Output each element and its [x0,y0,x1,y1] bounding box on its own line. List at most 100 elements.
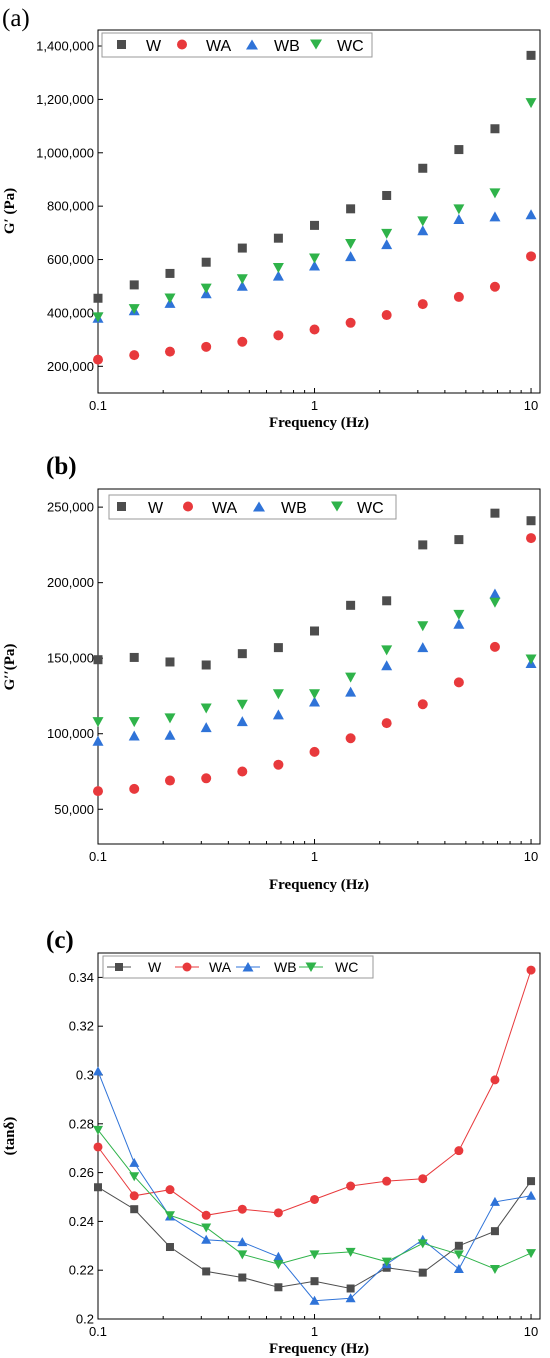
point-wb-a-10 [453,214,465,225]
point-wc-b-9 [417,621,429,632]
point-wc-b-1 [128,717,140,728]
legend-label-w-b: W [148,500,164,517]
point-w-b-7 [346,600,356,610]
panel-c: (c) 0.2 0.22 0.24 0.26 0.28 0.3 0.32 0.34 0.1 1 10… [2,927,541,1357]
point-wa-b-5 [273,759,284,770]
x-axis-label-a: Frequency (Hz) [269,415,369,431]
point-wb-a-6 [309,260,321,271]
plot-frame-c [97,952,541,1320]
point-w-a-11 [490,124,500,134]
legend-label-w-c: W [148,959,162,975]
point-w-c-9 [418,1268,427,1277]
point-wb-c-10 [453,1263,464,1273]
point-wa-a-8 [381,310,392,321]
series-line-wa-c [97,969,532,1216]
x-tick-label-a-0: 0.1 [89,398,107,413]
point-wa-a-10 [453,291,464,302]
point-wb-b-1 [128,730,140,741]
point-wa-b-8 [381,718,392,729]
plot-frame-a [97,29,541,394]
point-wc-a-10 [453,204,465,215]
point-wc-b-7 [345,672,357,683]
point-wa-c-6 [310,1194,320,1204]
point-wc-b-12 [525,654,537,665]
panel-a: (a) 200,000 400,000 600,000 800,000 1,000,00… [2,5,541,431]
y-tick-label-c-6: 0.32 [69,1019,94,1034]
panel-c-label: (c) [46,927,74,954]
point-w-a-0 [93,293,103,303]
y-tick-label-c-1: 0.22 [69,1263,94,1278]
point-wa-c-12 [526,965,536,975]
point-wc-a-2 [164,293,176,304]
point-wa-b-10 [453,677,464,688]
point-w-b-8 [382,596,392,606]
x-tick-label-c-0: 0.1 [89,1324,107,1339]
point-wb-c-12 [526,1190,537,1200]
point-wa-a-1 [129,350,140,361]
point-w-a-1 [129,280,139,290]
point-wa-c-5 [273,1208,283,1218]
point-wb-b-10 [453,618,465,629]
point-wc-b-3 [200,703,212,714]
y-tick-label-c-5: 0.3 [76,1068,94,1083]
y-tick-label-c-7: 0.34 [69,970,94,985]
panel-b: (b) 50,000 100,000 150,000 200,000 250,000 0.… [2,453,541,893]
point-w-b-12 [526,516,536,526]
x-tick-label-b-1: 1 [311,849,318,864]
legend-marker-wa-b [183,501,193,512]
y-tick-label-a-1: 400,000 [47,305,94,320]
series-line-wb-c [97,1071,532,1302]
x-tick-label-c-1: 1 [311,1324,318,1339]
legend-label-wa-a: WA [206,38,232,55]
point-wc-b-6 [309,689,321,700]
point-wc-c-0 [93,1125,103,1135]
legend-label-wa-c: WA [209,959,232,975]
legend-marker-w-b [117,502,126,511]
point-wc-b-0 [92,717,104,728]
point-wc-c-2 [164,1211,175,1221]
legend-b: W WA WB WC [108,494,397,520]
point-wa-b-3 [201,773,212,784]
point-w-a-8 [382,190,392,200]
point-wa-b-0 [93,786,103,797]
panel-b-label: (b) [46,453,77,480]
point-wa-a-5 [273,330,284,341]
y-tick-label-a-4: 1,000,000 [36,145,94,160]
point-wc-c-3 [201,1223,212,1233]
point-wb-a-11 [489,211,501,222]
point-wa-b-6 [309,746,320,757]
point-w-c-7 [346,1284,355,1293]
legend-label-wa-b: WA [212,500,238,517]
point-w-b-1 [129,652,139,662]
tick-layer-b: 50,000 100,000 150,000 200,000 250,000 0.1 1 10 [47,500,538,864]
point-wc-c-5 [273,1260,284,1270]
point-wb-a-4 [236,280,248,291]
point-wa-c-0 [93,1142,103,1152]
legend-marker-w-a [117,40,126,49]
point-w-b-5 [273,643,283,653]
point-wa-b-11 [489,641,500,652]
point-wa-c-7 [346,1181,356,1191]
point-w-c-10 [454,1241,463,1250]
point-wc-c-1 [129,1172,140,1182]
legend-label-wb-a: WB [274,38,300,55]
point-wb-b-0 [92,735,104,746]
x-axis-label-b: Frequency (Hz) [269,877,369,893]
point-wa-a-3 [201,341,212,352]
point-wb-b-6 [309,696,321,707]
point-wc-a-9 [417,216,429,227]
x-tick-label-a-2: 10 [524,398,538,413]
point-w-c-5 [274,1283,283,1292]
point-wa-a-2 [164,346,175,357]
y-tick-label-b-0: 50,000 [54,802,94,817]
x-tick-label-b-0: 0.1 [89,849,107,864]
y-tick-label-a-2: 600,000 [47,252,94,267]
legend-c: W WA WB WC [102,955,374,979]
y-tick-label-b-1: 100,000 [47,726,94,741]
point-w-c-1 [130,1205,139,1214]
point-wa-a-12 [526,251,537,262]
point-w-b-11 [490,508,500,518]
point-wc-a-12 [525,98,537,109]
legend-marker-wa-a [177,39,187,50]
